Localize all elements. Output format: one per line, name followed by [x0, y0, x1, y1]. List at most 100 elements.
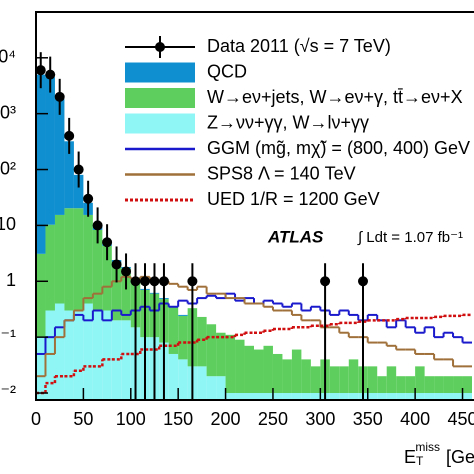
y-tick-label: 10⁴	[0, 47, 16, 67]
histogram-bar	[92, 310, 103, 400]
histogram-bar	[54, 303, 65, 400]
histogram-bar	[54, 214, 65, 304]
histogram-bar	[36, 74, 46, 254]
data-point	[102, 237, 113, 248]
histogram-bar	[415, 393, 425, 400]
histogram-bar	[83, 303, 93, 400]
histogram-bar	[168, 306, 179, 354]
histogram-bar	[453, 376, 463, 394]
histogram-bar	[45, 224, 55, 311]
histogram-bar	[329, 393, 340, 400]
histogram-bar	[92, 229, 103, 311]
histogram-bar	[339, 366, 349, 394]
x-label-sub: T	[416, 454, 424, 468]
x-tick-label: 50	[73, 409, 93, 429]
legend-sample	[155, 42, 165, 52]
histogram-bar	[291, 349, 302, 394]
histogram-bar	[405, 376, 416, 394]
histogram-bar	[235, 393, 245, 400]
histogram-bar	[225, 334, 236, 394]
histogram-bar	[216, 332, 226, 377]
histogram-bar	[386, 393, 397, 400]
histogram-bar	[197, 316, 207, 367]
data-point	[149, 276, 160, 287]
y-tick-label: 10	[0, 214, 16, 234]
histogram-bar	[396, 376, 406, 394]
histogram-bar	[301, 393, 311, 400]
histogram-bar	[291, 393, 302, 400]
histogram-bar	[244, 345, 254, 394]
histogram-bar	[36, 253, 46, 338]
legend-label: SPS8 Λ = 140 TeV	[207, 163, 356, 183]
x-tick-label: 400	[400, 409, 430, 429]
legend-label: GGM (mg̃, mχ̃) = (800, 400) GeV	[207, 138, 470, 158]
legend-label: Z→νν+γγ, W→lν+γγ	[207, 112, 369, 132]
histogram-bar	[263, 345, 273, 394]
data-point	[158, 276, 169, 287]
histogram-bar	[64, 141, 74, 209]
data-point	[121, 266, 132, 277]
x-tick-label: 0	[31, 409, 41, 429]
histogram-bar	[396, 393, 406, 400]
histogram-bar	[235, 339, 245, 394]
histogram-bar	[168, 353, 179, 400]
histogram-bar	[45, 77, 55, 225]
histogram-bar	[111, 320, 122, 400]
y-tick-label: 1	[6, 270, 16, 290]
histogram-bar	[54, 99, 65, 215]
histogram-bar	[386, 366, 397, 394]
histogram-bar	[178, 359, 188, 400]
histogram-bar	[244, 393, 254, 400]
histogram-bar	[263, 393, 273, 400]
histogram-bar	[73, 208, 84, 311]
legend-sample	[125, 62, 195, 83]
histogram-bar	[367, 393, 378, 400]
histogram-bar	[434, 393, 444, 400]
y-tick-label: 10³	[0, 102, 16, 122]
legend-label: QCD	[207, 61, 247, 81]
histogram-bar	[121, 268, 131, 321]
plot-area	[36, 52, 472, 400]
histogram-bar	[339, 393, 349, 400]
data-point	[54, 91, 65, 102]
plot-frame	[35, 11, 474, 401]
x-axis-label: ETmiss [GeV]	[404, 440, 474, 468]
histogram-bar	[462, 393, 472, 400]
histogram-bar	[272, 353, 283, 394]
data-point	[320, 276, 331, 287]
histogram-bar	[36, 337, 46, 400]
histogram-bar	[443, 376, 454, 394]
y-tick-label: 10⁻²	[0, 382, 16, 402]
histogram-bar	[301, 359, 311, 394]
histogram-bar	[405, 393, 416, 400]
data-point	[83, 193, 94, 204]
histogram-bar	[272, 393, 283, 400]
legend-sample	[125, 88, 195, 108]
histogram-bar	[254, 349, 264, 394]
histogram-bar	[121, 320, 131, 400]
data-point	[140, 276, 150, 287]
data-point	[358, 276, 368, 287]
histogram-bar	[348, 393, 359, 400]
data-point	[187, 276, 198, 287]
x-label-main: E	[404, 447, 416, 467]
histogram-bar	[377, 393, 387, 400]
histogram-bar	[377, 376, 387, 394]
legend-label: UED 1/R = 1200 GeV	[207, 189, 380, 209]
x-tick-label: 350	[353, 409, 383, 429]
histogram-bar	[45, 310, 55, 400]
histogram-bar	[348, 359, 359, 394]
histogram-bar	[310, 393, 321, 400]
histogram-bar	[178, 315, 188, 360]
data-point	[73, 164, 84, 175]
histogram-bar	[225, 393, 236, 400]
x-tick-label: 200	[211, 409, 241, 429]
histogram-bar	[73, 310, 84, 400]
histogram-bar	[443, 393, 454, 400]
x-tick-label: 250	[258, 409, 288, 429]
histogram-bar	[216, 376, 226, 400]
histogram-bar	[206, 376, 217, 400]
x-label-unit: [GeV]	[446, 447, 474, 467]
x-label-sup: miss	[415, 440, 440, 454]
histogram-bar	[310, 366, 321, 394]
